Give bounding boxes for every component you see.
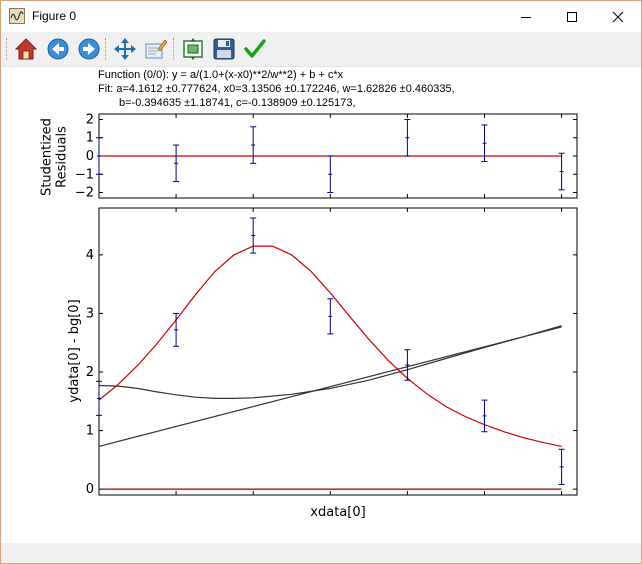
configure-subplots-icon xyxy=(183,38,203,60)
close-icon xyxy=(612,11,624,22)
residuals-ylabel-line: Studentized xyxy=(39,118,54,196)
waveform-icon xyxy=(9,8,25,24)
residuals-ylabel-line: Residuals xyxy=(54,126,69,188)
minimize-button[interactable] xyxy=(503,1,549,32)
main-ytick-label: 2 xyxy=(86,365,94,380)
function-text: Function (0/0): y = a/(1.0+(x-x0)**2/w**… xyxy=(98,69,344,81)
navigation-toolbar xyxy=(1,32,641,67)
home-icon xyxy=(14,38,38,60)
subplots-button[interactable] xyxy=(180,36,206,62)
residuals-ticks: −2 −1 0 1 2 xyxy=(75,112,577,201)
minimize-icon xyxy=(521,16,531,18)
zoom-button[interactable] xyxy=(143,36,169,62)
status-bar xyxy=(1,543,641,563)
main-ytick-label: 3 xyxy=(86,306,94,321)
main-frame xyxy=(98,207,578,496)
fit-text-line-1: Fit: a=4.1612 ±0.777624, x0=3.13506 ±0.1… xyxy=(98,83,455,95)
checkmark-icon xyxy=(244,39,266,58)
forward-button[interactable] xyxy=(76,36,102,62)
back-button[interactable] xyxy=(45,36,71,62)
window-title: Figure 0 xyxy=(32,9,77,23)
toolbar-grip[interactable] xyxy=(6,38,9,60)
residuals-ytick-label: −2 xyxy=(75,186,94,201)
main-axes: 0 1 2 3 4 ydata[0] - bg[0] xdata[0] xyxy=(67,207,578,520)
main-ytick-label: 1 xyxy=(86,424,94,439)
pan-icon xyxy=(114,38,136,60)
maximize-button[interactable] xyxy=(549,1,595,32)
residuals-ytick-label: 2 xyxy=(86,112,94,127)
title-bar[interactable]: Figure 0 xyxy=(1,1,641,32)
residuals-axes: −2 −1 0 1 2 StudentizedResiduals xyxy=(39,112,578,201)
plot-canvas[interactable]: −2 −1 0 1 2 StudentizedResiduals 0 1 2 3 4 ydata… xyxy=(1,67,641,543)
residuals-ylabel: StudentizedResiduals xyxy=(39,118,69,196)
save-disk-icon xyxy=(213,38,235,60)
residuals-ytick-label: 1 xyxy=(86,131,94,146)
main-ytick-label: 0 xyxy=(86,482,94,497)
pan-button[interactable] xyxy=(112,36,138,62)
fit-text-line-2: b=-0.394635 ±1.18741, c=-0.138909 ±0.125… xyxy=(119,97,356,109)
component-line xyxy=(98,325,562,399)
close-button[interactable] xyxy=(595,1,641,32)
main-ylabel: ydata[0] - bg[0] xyxy=(67,299,82,402)
home-button[interactable] xyxy=(13,36,39,62)
main-xlabel: xdata[0] xyxy=(310,505,365,520)
accept-button[interactable] xyxy=(242,36,268,62)
toolbar-separator-2 xyxy=(173,38,176,60)
maximize-icon xyxy=(567,11,577,22)
main-ytick-label: 4 xyxy=(86,248,94,263)
residuals-ytick-label: 0 xyxy=(86,149,94,164)
back-arrow-icon xyxy=(47,38,69,60)
save-button[interactable] xyxy=(211,36,237,62)
main-marks xyxy=(96,217,565,490)
forward-arrow-icon xyxy=(78,38,100,60)
toolbar-separator xyxy=(105,38,108,60)
residuals-marks xyxy=(96,118,565,194)
figure-canvas[interactable]: Function (0/0): y = a/(1.0+(x-x0)**2/w**… xyxy=(1,67,641,543)
zoom-edit-icon xyxy=(145,39,168,59)
residuals-ytick-label: −1 xyxy=(75,167,94,182)
